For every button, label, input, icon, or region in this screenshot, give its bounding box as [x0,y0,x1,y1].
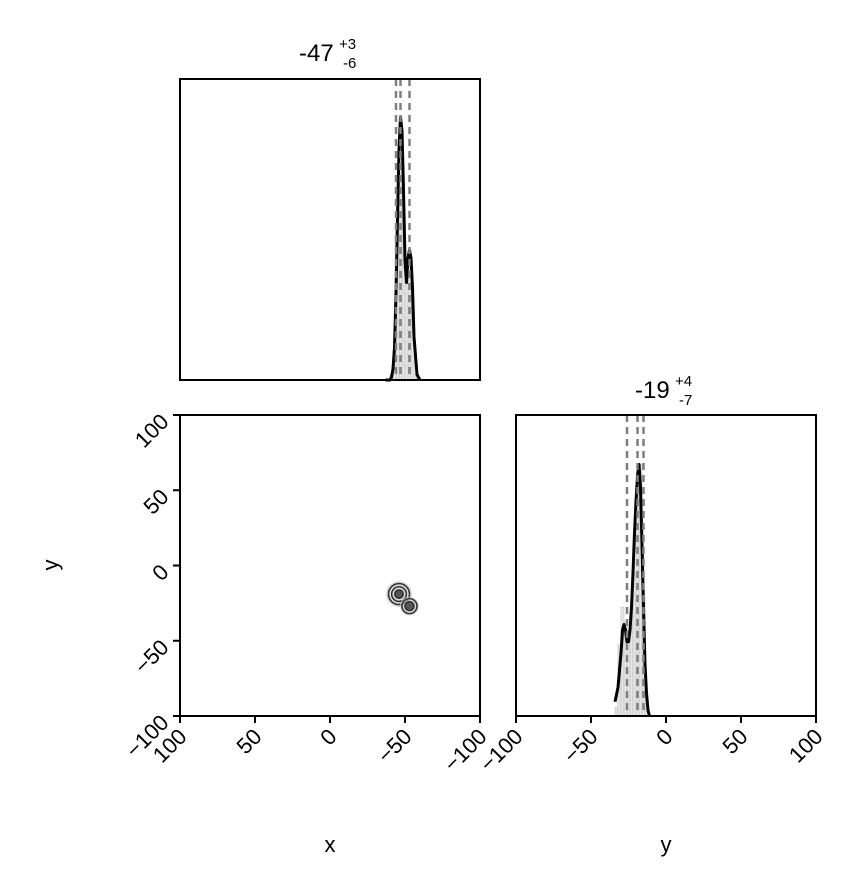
y-tick-label: 0 [147,559,173,585]
x-tick-label: 50 [232,724,267,759]
x-tick-label: 0 [651,724,677,750]
title-x-median: -47 [299,40,334,67]
x-tick-label: −100 [475,724,528,777]
title-x-marginal: -47 +3 -6 [299,36,356,72]
title-y-minus: -7 [679,392,692,409]
x-tick-label: 50 [718,724,753,759]
axis-label-y-marginal: y [661,832,672,857]
title-x-minus: -6 [343,55,356,72]
contour-ring [393,589,404,600]
panel-x-marginal [385,79,422,382]
title-x-plus: +3 [339,36,356,53]
hist-bar [614,707,619,717]
contour-ring [390,585,408,603]
contour-ring [387,582,411,606]
frame-joint [179,414,481,717]
panel-y-marginal [613,415,651,717]
hist-bar [404,276,409,381]
title-y-plus: +4 [675,373,692,390]
axis-label-y-joint: y [38,560,63,571]
y-tick-label: 50 [139,484,174,519]
y-tick-label: −50 [129,635,173,679]
y-tick-label: 100 [130,409,174,453]
title-y-marginal: -19 +4 -7 [635,373,692,409]
title-y-median: -19 [635,377,670,404]
axis-label-x: x [325,832,336,857]
x-tick-label: −50 [372,724,416,768]
x-tick-label: 100 [784,724,828,768]
frame-y-marginal [515,414,817,717]
kde-line [385,115,422,382]
x-tick-label: 0 [315,724,341,750]
contour-ring [404,600,415,612]
x-tick-label: −50 [558,724,602,768]
frame-x-marginal [179,78,481,381]
contour-ring [401,597,418,615]
panel-joint [385,580,419,616]
